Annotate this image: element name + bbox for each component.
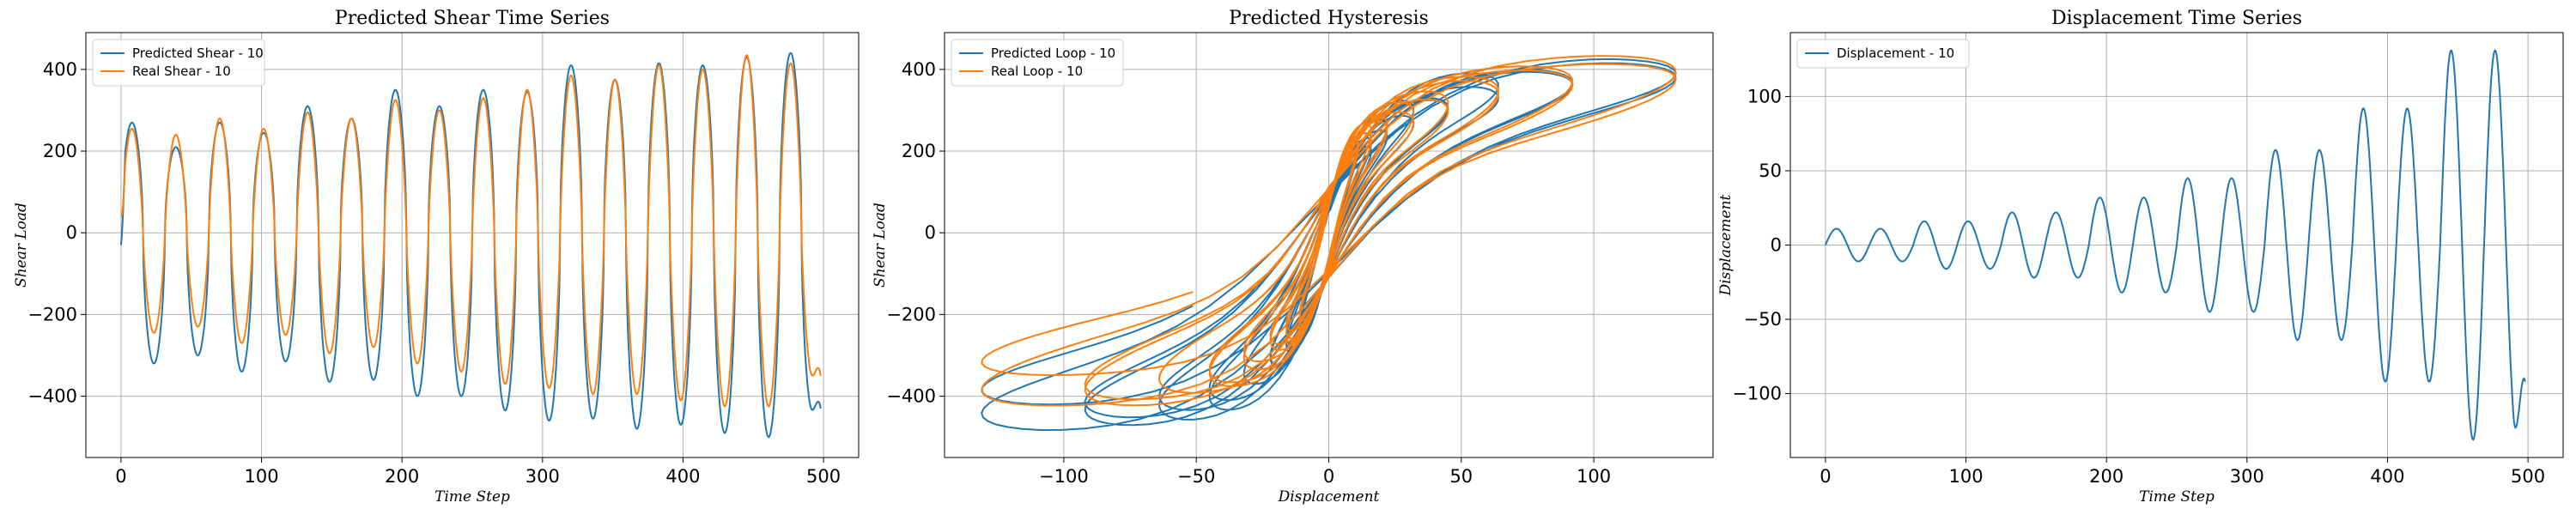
x-tick-label: 0 [1323,466,1334,487]
plot-frame [85,32,860,458]
x-tick-label: 500 [806,466,841,487]
y-tick-label: −200 [27,304,77,324]
y-tick-label: 400 [902,59,936,80]
x-tick-label: 200 [2089,466,2123,487]
x-tick-label: 100 [244,466,278,487]
series-line-real-loop [981,55,1677,407]
y-tick-label: 400 [43,59,77,80]
y-tick-label: −50 [1744,309,1782,330]
x-axis-label: Displacement [1278,488,1380,506]
legend-box [951,39,1124,87]
legend-entry: Predicted Loop - 10 [991,45,1115,61]
y-tick-label: 200 [43,141,77,161]
y-tick-label: 0 [66,222,77,243]
x-tick-label: 100 [1577,466,1611,487]
x-tick-label: 0 [115,466,126,487]
y-tick-label: 50 [1759,161,1782,181]
x-axis-label: Time Step [2139,488,2215,506]
hysteresis-panel: −100 −50 0 50 100 −400 −200 0 200 400 Predicted Hy… [872,8,1714,506]
legend-entry: Displacement - 10 [1837,45,1954,61]
chart-title: Displacement Time Series [2051,8,2302,29]
y-axis-label: Shear Load [872,203,889,288]
legend-box [92,39,265,87]
x-tick-label: 400 [2370,466,2404,487]
y-tick-label: −400 [886,386,936,407]
x-tick-label: 100 [1948,466,1983,487]
x-tick-label: 400 [665,466,700,487]
x-tick-label: 0 [1820,466,1831,487]
legend-box [1796,39,1970,69]
plot-frame [944,32,1714,458]
chart-title: Predicted Hysteresis [1229,8,1429,29]
plot-frame [1789,32,2564,458]
legend-entry: Real Loop - 10 [991,64,1083,79]
x-tick-label: −100 [1039,466,1089,487]
displacement-time-series-panel: 0 100 200 300 400 500 −100 −50 0 50 100 Displacemen… [1717,8,2564,506]
y-tick-label: 0 [1771,235,1782,256]
x-tick-label: 200 [385,466,419,487]
x-tick-label: 300 [2230,466,2264,487]
y-tick-label: −400 [27,386,77,407]
shear-time-series-panel: 0 100 200 300 400 500 −400 −200 0 200 400 Predicted… [13,8,860,506]
x-axis-label: Time Step [434,488,510,506]
legend-entry: Real Shear - 10 [132,64,231,79]
series-line-displacement [1824,49,2526,441]
x-tick-label: 500 [2511,466,2545,487]
y-axis-label: Displacement [1717,194,1735,296]
series-line-predicted-shear [119,52,822,439]
chart-title: Predicted Shear Time Series [335,8,610,29]
series-line-real-shear [120,54,822,408]
x-tick-label: 300 [526,466,560,487]
y-tick-label: −200 [886,304,936,324]
y-tick-label: −100 [1732,384,1782,404]
x-tick-label: −50 [1177,466,1215,487]
legend-entry: Predicted Shear - 10 [132,45,264,61]
x-tick-label: 50 [1449,466,1473,487]
y-tick-label: 100 [1747,86,1782,106]
y-axis-label: Shear Load [13,203,30,288]
y-tick-label: 0 [925,222,936,243]
y-tick-label: 200 [902,141,936,161]
